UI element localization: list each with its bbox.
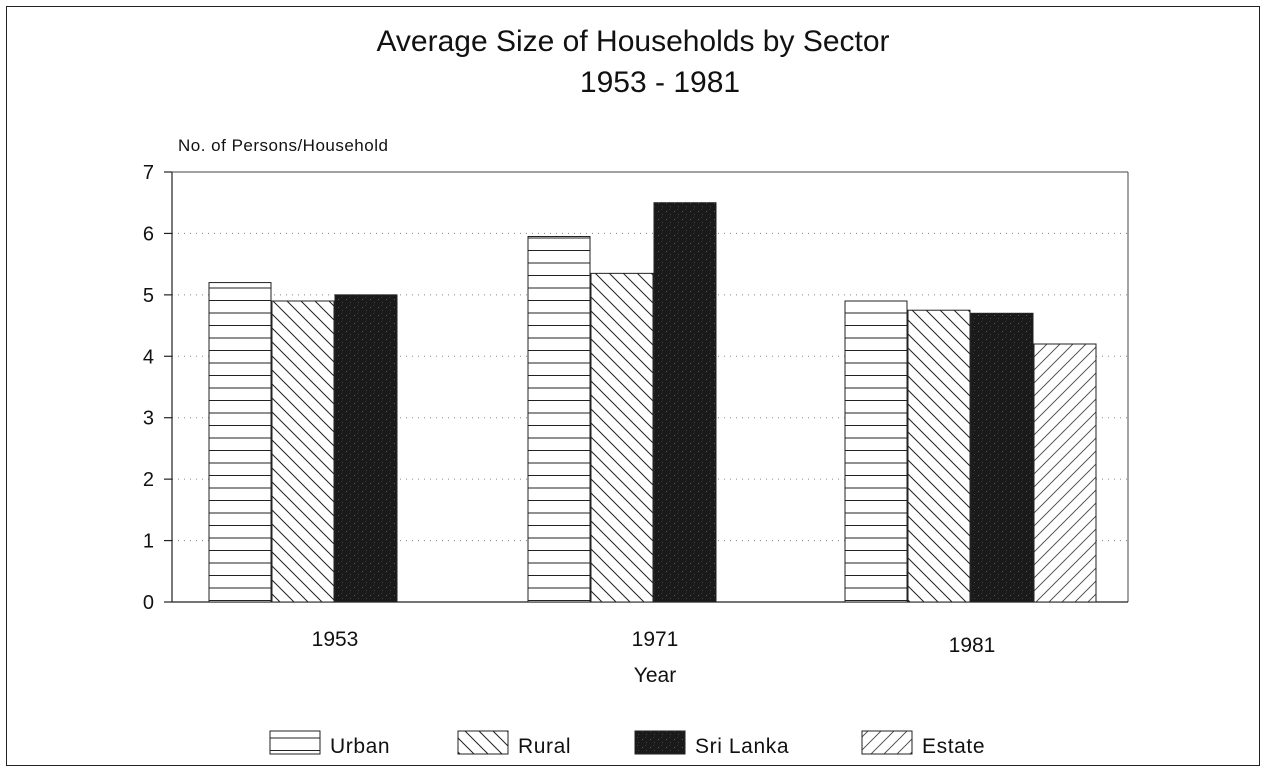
bar-rural-1971	[591, 273, 653, 602]
bar-rural-1953	[272, 301, 334, 602]
bar-sri-lanka-1981	[971, 313, 1033, 602]
y-tick-label: 6	[143, 223, 154, 245]
y-ticks: 0 1 2 3 4 5 6 7	[143, 162, 172, 614]
y-tick-label: 2	[143, 469, 154, 491]
legend-label-rural: Rural	[518, 735, 571, 758]
x-tick-label: 1953	[312, 628, 359, 651]
y-axis-label: No. of Persons/Household	[178, 136, 388, 155]
bar-urban-1981	[845, 301, 907, 602]
legend: Urban Rural Sri Lanka Estate	[270, 731, 985, 758]
legend-label-estate: Estate	[922, 735, 985, 758]
y-tick-label: 1	[143, 531, 154, 553]
x-tick-label: 1981	[949, 634, 996, 657]
y-tick-label: 3	[143, 408, 154, 430]
chart-subtitle: 1953 - 1981	[580, 66, 740, 99]
legend-swatch-urban	[270, 731, 320, 754]
bar-urban-1953	[209, 283, 271, 602]
x-tick-label: 1971	[632, 628, 679, 651]
y-tick-label: 4	[143, 346, 154, 368]
chart-title: Average Size of Households by Sector	[376, 25, 889, 58]
x-axis-title: Year	[634, 664, 676, 687]
bar-estate-1981	[1034, 344, 1096, 602]
y-tick-label: 7	[143, 162, 154, 184]
legend-label-sri-lanka: Sri Lanka	[695, 735, 789, 758]
bar-sri-lanka-1953	[335, 295, 397, 602]
legend-swatch-rural	[458, 731, 508, 754]
x-tick-labels: 1953 1971 1981	[312, 628, 996, 657]
bars	[209, 203, 1096, 602]
legend-swatch-sri-lanka	[635, 731, 685, 754]
bar-urban-1971	[528, 237, 590, 603]
legend-label-urban: Urban	[330, 735, 390, 758]
bar-sri-lanka-1971	[654, 203, 716, 602]
y-tick-label: 5	[143, 285, 154, 307]
y-tick-label: 0	[143, 592, 154, 614]
bar-rural-1981	[908, 310, 970, 602]
legend-swatch-estate	[862, 731, 912, 754]
